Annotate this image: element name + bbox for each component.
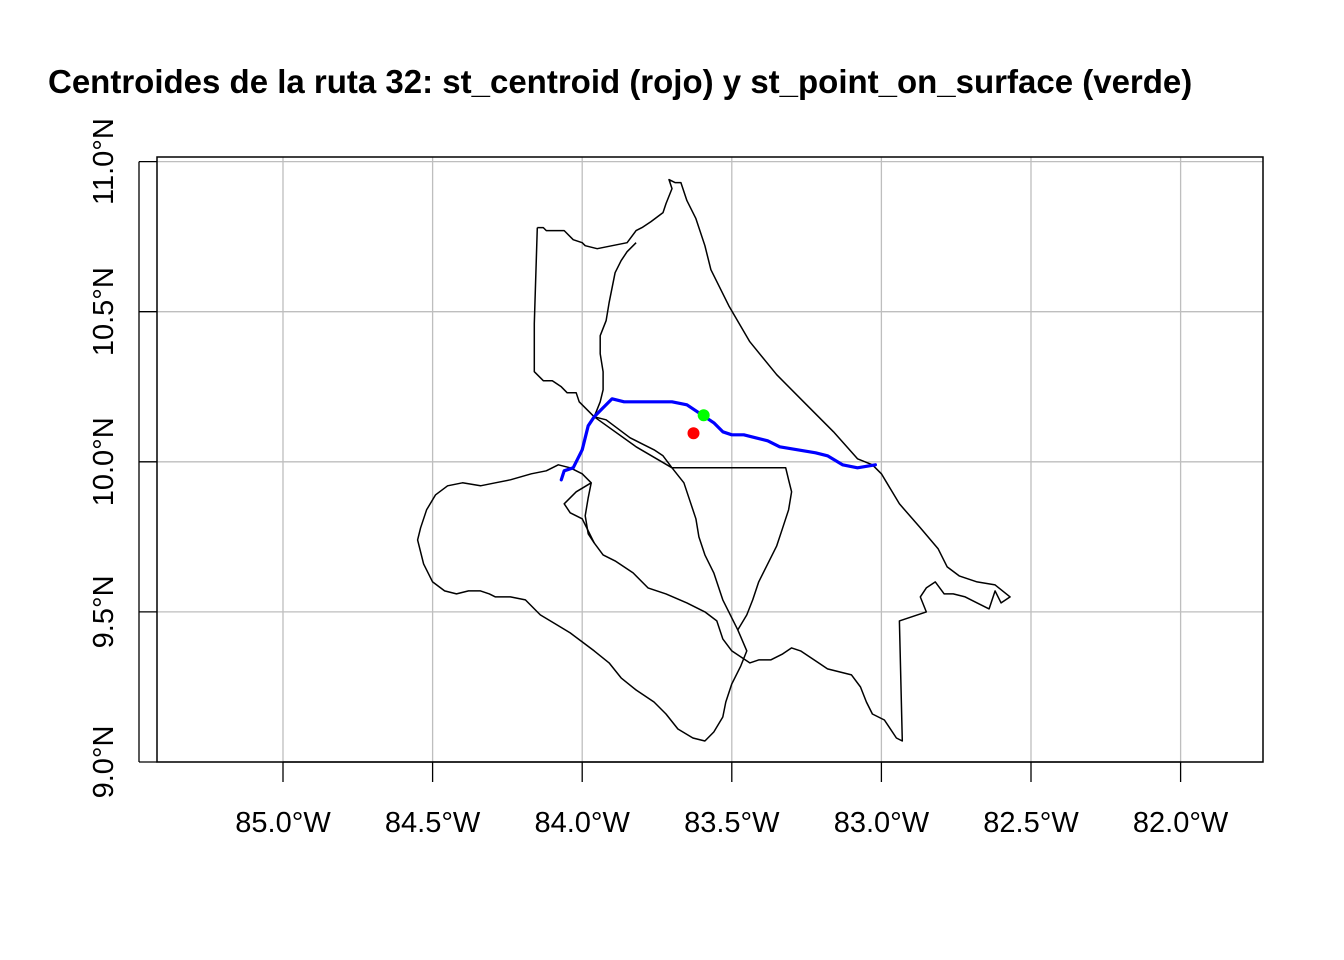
centroid-point-red xyxy=(687,427,700,440)
boundary-line xyxy=(594,416,673,469)
boundary-line xyxy=(416,178,1011,742)
x-tick-label: 84.0°W xyxy=(534,807,630,839)
y-tick-label: 9.5°N xyxy=(88,575,120,648)
route-32-line xyxy=(559,397,877,482)
y-tick-label: 10.5°N xyxy=(88,267,120,356)
point-on-surface-green xyxy=(697,409,710,422)
x-tick-label: 84.5°W xyxy=(385,807,481,839)
axes: 85.0°W 84.5°W 84.0°W 83.5°W 83.0°W 82.5°W 82.0… xyxy=(88,118,1229,839)
y-tick-label: 9.0°N xyxy=(88,726,120,799)
boundary-line xyxy=(593,242,637,418)
y-tick-label: 10.0°N xyxy=(88,417,120,506)
x-tick-label: 85.0°W xyxy=(235,807,331,839)
plot-title: Centroides de la ruta 32: st_centroid (r… xyxy=(48,63,1192,100)
graticule xyxy=(157,157,1263,763)
route-32-path xyxy=(559,397,877,482)
boundary-line xyxy=(737,467,793,631)
x-tick-label: 82.5°W xyxy=(983,807,1079,839)
region-boundaries xyxy=(416,178,1011,742)
y-tick-label: 11.0°N xyxy=(88,118,120,205)
centroid-points xyxy=(687,409,710,440)
x-tick-label: 82.0°W xyxy=(1133,807,1229,839)
x-tick-label: 83.0°W xyxy=(834,807,930,839)
x-tick-label: 83.5°W xyxy=(684,807,780,839)
plot-frame xyxy=(156,156,1264,763)
boundary-line xyxy=(584,482,595,544)
